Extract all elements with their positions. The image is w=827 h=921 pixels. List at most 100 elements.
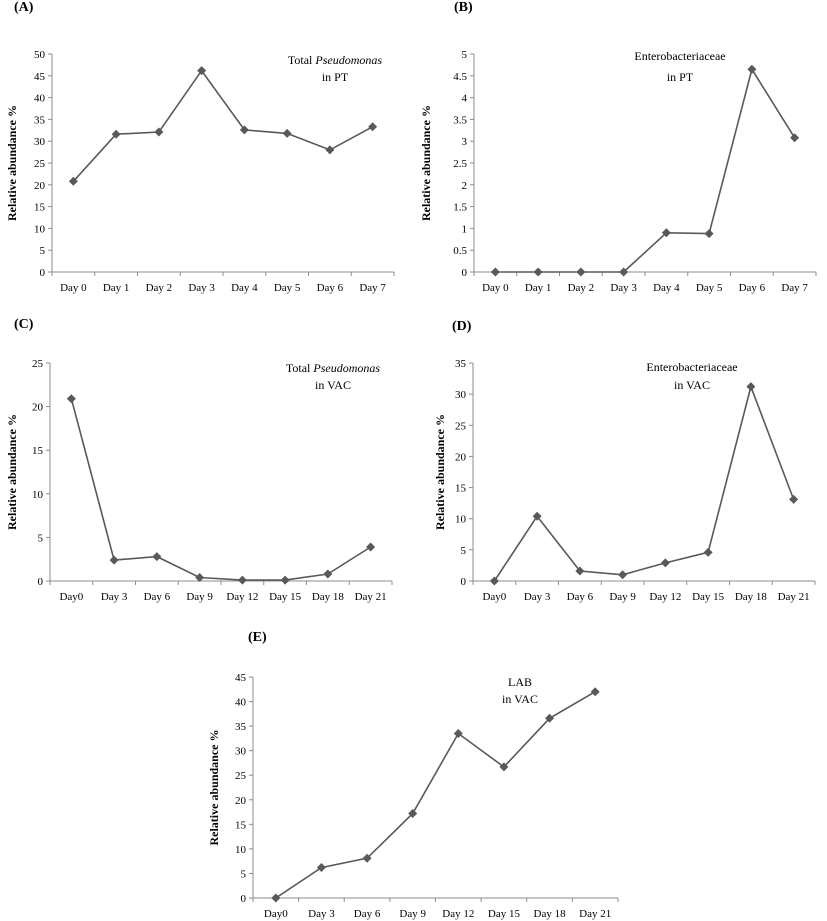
x-tick-label: Day 12 (226, 591, 258, 603)
y-tick-label: 1 (462, 223, 468, 235)
chart-panel-4: (D) 0 5 10 15 20 25 30 35 Day0 Day 3 Day 6 Day 9 Day … (433, 319, 816, 603)
x-tick-label: Day 4 (653, 282, 680, 294)
x-tick-label: Day 6 (739, 282, 766, 294)
data-point (619, 267, 629, 277)
y-tick-label: 45 (34, 71, 46, 83)
y-tick-label: 5 (462, 49, 468, 61)
y-tick-label: 25 (34, 158, 46, 170)
panel-label: (E) (248, 630, 267, 645)
x-tick-label: Day 15 (269, 591, 302, 603)
x-tick-label: Day 3 (524, 591, 551, 603)
y-tick-label: 20 (32, 402, 44, 414)
y-tick-label: 3 (462, 136, 468, 148)
x-tick-label: Day 2 (568, 282, 595, 294)
data-point (362, 853, 372, 863)
y-tick-label: 5 (461, 545, 467, 557)
y-tick-label: 35 (455, 358, 467, 370)
chart-annotation-line-1: Total Pseudomonas (286, 361, 380, 375)
x-tick-label: Day0 (59, 591, 83, 603)
x-tick-label: Day 3 (188, 282, 215, 294)
x-tick-label: Day 15 (488, 908, 521, 920)
data-point (545, 713, 555, 723)
y-tick-label: 0 (461, 576, 467, 588)
y-tick-label: 0 (462, 267, 468, 279)
y-tick-label: 30 (34, 136, 46, 148)
x-tick-label: Day 7 (359, 282, 386, 294)
x-tick-label: Day 9 (609, 591, 636, 603)
y-axis-label: Relative abundance % (5, 414, 19, 530)
x-tick-label: Day 21 (579, 908, 611, 920)
data-point (66, 394, 76, 404)
data-point (489, 576, 499, 586)
chart-panel-1: (A) 0 5 10 15 20 25 30 35 40 45 50 Day 0 Day 1 Day 2 Da… (5, 0, 395, 294)
x-tick-label: Day 3 (610, 282, 637, 294)
y-tick-label: 0.5 (453, 245, 467, 257)
x-tick-label: Day 1 (525, 282, 552, 294)
y-tick-label: 50 (34, 49, 46, 61)
data-point (111, 129, 121, 139)
x-tick-label: Day 9 (186, 591, 213, 603)
data-point (575, 566, 585, 576)
chart-panel-5: (E) 0 5 10 15 20 25 30 35 40 45 Day0 Day 3 Day 6 Day 9… (207, 630, 619, 920)
x-tick-label: Day 5 (696, 282, 723, 294)
y-tick-label: 40 (34, 93, 46, 105)
x-tick-label: Day 7 (781, 282, 808, 294)
x-tick-label: Day0 (264, 908, 288, 920)
y-tick-label: 2.5 (453, 158, 467, 170)
data-point (325, 145, 335, 155)
data-point (197, 66, 207, 76)
x-tick-label: Day 1 (103, 282, 130, 294)
panel-label: (B) (454, 0, 473, 15)
y-tick-label: 15 (34, 202, 46, 214)
y-tick-label: 5 (40, 245, 46, 257)
data-point (618, 570, 628, 580)
data-point (323, 569, 333, 579)
x-tick-label: Day 0 (60, 282, 87, 294)
x-tick-label: Day 18 (312, 591, 345, 603)
y-tick-label: 5 (38, 532, 44, 544)
y-tick-label: 15 (32, 445, 44, 457)
y-tick-label: 30 (455, 389, 467, 401)
data-point (490, 267, 500, 277)
y-tick-label: 30 (235, 746, 247, 758)
y-tick-label: 0 (241, 893, 247, 905)
y-tick-label: 4.5 (453, 71, 467, 83)
chart-annotation-line-2: in PT (322, 70, 349, 84)
data-point (453, 728, 463, 738)
x-tick-label: Day 5 (274, 282, 301, 294)
y-tick-label: 1.5 (453, 202, 467, 214)
x-tick-label: Day 12 (649, 591, 681, 603)
chart-annotation-line-2: in VAC (502, 692, 538, 706)
x-tick-label: Day 6 (144, 591, 171, 603)
panel-label: (C) (14, 317, 34, 332)
data-point (316, 863, 326, 873)
x-tick-label: Day 0 (482, 282, 509, 294)
data-point (576, 267, 586, 277)
series-line (495, 67, 796, 273)
chart-panel-2: (B) 0 0.5 1 1.5 2 2.5 3 3.5 4 4.5 5 Day 0 Day 1 Day 2 D… (419, 0, 817, 294)
x-tick-label: Day 9 (399, 908, 426, 920)
data-point (109, 555, 119, 565)
chart-annotation-line-2: in VAC (315, 378, 351, 392)
y-tick-label: 15 (235, 819, 247, 831)
y-tick-label: 5 (241, 868, 247, 880)
y-tick-label: 10 (32, 489, 44, 501)
y-tick-label: 20 (455, 451, 467, 463)
data-point (661, 228, 671, 238)
chart-annotation-line-1: LAB (508, 675, 532, 689)
y-tick-label: 25 (455, 420, 467, 432)
data-point (408, 809, 418, 819)
series-line (70, 398, 372, 581)
data-point (660, 558, 670, 568)
data-point (746, 382, 756, 392)
data-point (366, 542, 376, 552)
y-tick-label: 40 (235, 697, 247, 709)
data-point (68, 176, 78, 186)
y-tick-label: 35 (235, 721, 247, 733)
y-tick-label: 0 (40, 267, 46, 279)
y-tick-label: 10 (455, 514, 467, 526)
x-tick-label: Day 6 (317, 282, 344, 294)
y-tick-label: 45 (235, 672, 247, 684)
data-point (195, 573, 205, 583)
